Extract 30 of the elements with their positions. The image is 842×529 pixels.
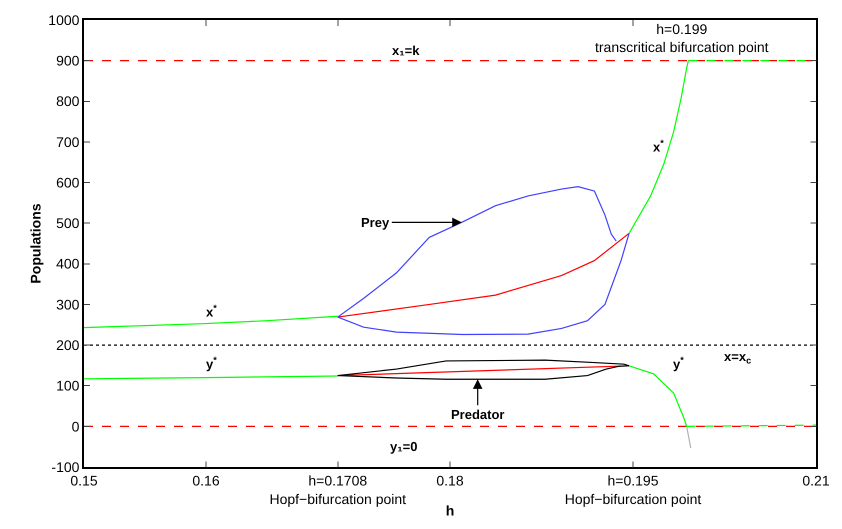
annotation: Prey <box>361 215 390 230</box>
annotation: x$^{*}$ <box>653 138 664 154</box>
y-tick-label: 100 <box>56 378 80 394</box>
x-tick-label: 0.18 <box>436 472 464 489</box>
x-tick-label: 0.16 <box>192 472 220 489</box>
annotation: y₁=0 <box>390 439 418 454</box>
y-tick-label: -100 <box>51 458 80 475</box>
x-tick-label: h=0.1708 Hopf−bifurcation point <box>269 472 406 507</box>
x-tick-label: h=0.195 Hopf−bifurcation point <box>564 472 702 507</box>
y-tick-label: 900 <box>56 52 80 69</box>
y-tick-label: 700 <box>56 134 80 150</box>
y-axis-title: Populations <box>27 203 44 284</box>
annotation: x$^{*}$ <box>206 303 218 320</box>
x-tick-label: 0.21 <box>802 472 830 489</box>
y-tick-label: 300 <box>56 296 80 312</box>
y-tick-label: 1000 <box>48 12 80 28</box>
annotation: y$^{*}$ <box>673 355 684 372</box>
annotation: Predator <box>451 407 504 422</box>
annotation: x=x$_{c}$ <box>724 349 752 366</box>
annotation: h=0.199 transcritical bifurcation point <box>595 21 769 56</box>
y-tick-label: 600 <box>56 174 80 190</box>
annotation: x₁=k <box>392 43 420 58</box>
x-tick-label: 0.15 <box>70 472 98 489</box>
annotation: y$^{*}$ <box>206 355 218 372</box>
y-tick-label: 200 <box>56 336 80 353</box>
y-tick-label: 400 <box>56 256 80 272</box>
y-tick-label: 500 <box>56 215 80 232</box>
x-axis-title: h <box>446 502 454 519</box>
y-tick-label: 800 <box>56 93 80 110</box>
y-tick-label: 0 <box>72 418 80 434</box>
